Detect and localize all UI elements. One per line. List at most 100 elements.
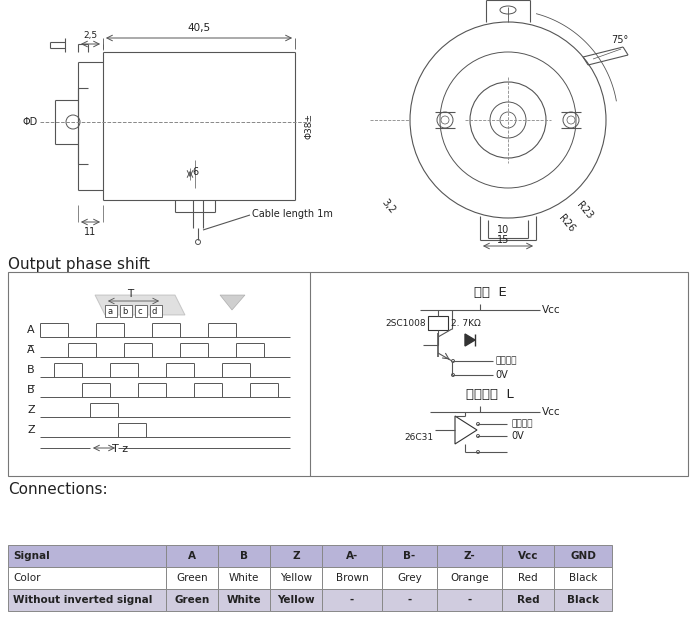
Text: Vcc: Vcc: [542, 305, 560, 315]
Bar: [218, 567, 270, 589]
Text: B: B: [240, 551, 248, 561]
Bar: [502, 545, 554, 567]
Text: 输出信号: 输出信号: [511, 420, 532, 428]
Text: 15: 15: [497, 235, 509, 245]
Bar: [554, 589, 612, 611]
Bar: [322, 567, 382, 589]
Text: B̅: B̅: [27, 385, 35, 395]
Text: Yellow: Yellow: [280, 573, 312, 583]
Text: Red: Red: [516, 595, 539, 605]
Polygon shape: [455, 416, 477, 444]
Text: Output phase shift: Output phase shift: [8, 258, 150, 273]
Polygon shape: [465, 334, 475, 346]
Bar: [8, 272, 688, 476]
Text: d: d: [152, 307, 157, 316]
Bar: [554, 567, 612, 589]
Bar: [8, 567, 166, 589]
Text: A̅: A̅: [27, 345, 35, 355]
Bar: [166, 589, 218, 611]
Text: White: White: [227, 595, 261, 605]
Bar: [382, 567, 437, 589]
Text: B: B: [27, 365, 35, 375]
Text: 电压  E: 电压 E: [473, 285, 507, 299]
Text: Signal: Signal: [13, 551, 49, 561]
Bar: [166, 545, 218, 567]
Text: Yellow: Yellow: [277, 595, 315, 605]
Bar: [502, 589, 554, 611]
Text: 75°: 75°: [611, 35, 628, 45]
Text: 3,2: 3,2: [380, 197, 397, 215]
Bar: [382, 589, 437, 611]
Bar: [150, 305, 162, 317]
Bar: [120, 305, 132, 317]
Text: Red: Red: [519, 573, 538, 583]
Text: 2SC1008: 2SC1008: [386, 319, 426, 328]
Text: ΦD: ΦD: [23, 117, 38, 127]
Bar: [270, 545, 322, 567]
Text: 26C31: 26C31: [404, 433, 433, 442]
Text: Vcc: Vcc: [542, 407, 560, 417]
Text: T z: T z: [112, 444, 128, 454]
Text: Black: Black: [567, 595, 599, 605]
Text: -: -: [468, 595, 472, 605]
Text: Green: Green: [176, 573, 208, 583]
Text: Grey: Grey: [397, 573, 422, 583]
Text: Z-: Z-: [464, 551, 475, 561]
Bar: [428, 316, 448, 330]
Text: 11: 11: [84, 227, 96, 237]
Bar: [437, 589, 502, 611]
Text: b: b: [122, 307, 127, 316]
Text: R26: R26: [556, 212, 576, 234]
Text: 长线驱动  L: 长线驱动 L: [466, 389, 514, 401]
Text: -: -: [350, 595, 354, 605]
Bar: [382, 545, 437, 567]
Text: -: -: [407, 595, 411, 605]
Text: Green: Green: [175, 595, 209, 605]
Bar: [270, 589, 322, 611]
Bar: [437, 567, 502, 589]
Bar: [105, 305, 117, 317]
Text: c: c: [137, 307, 141, 316]
Text: GND: GND: [570, 551, 596, 561]
Bar: [166, 567, 218, 589]
Text: Vcc: Vcc: [518, 551, 538, 561]
Polygon shape: [220, 295, 245, 310]
Bar: [322, 589, 382, 611]
Bar: [218, 545, 270, 567]
Text: Orange: Orange: [450, 573, 489, 583]
Text: Color: Color: [13, 573, 40, 583]
Bar: [135, 305, 147, 317]
Text: T: T: [127, 289, 133, 299]
Text: 10: 10: [497, 225, 509, 235]
Bar: [322, 545, 382, 567]
Text: 0V: 0V: [495, 370, 508, 380]
Text: B-: B-: [404, 551, 416, 561]
Bar: [554, 545, 612, 567]
Text: 2,5: 2,5: [83, 31, 97, 40]
Text: Z: Z: [27, 405, 35, 415]
Text: Z: Z: [292, 551, 300, 561]
Text: R23: R23: [574, 200, 594, 220]
Text: A-: A-: [346, 551, 358, 561]
Text: 输出信号: 输出信号: [495, 357, 516, 365]
Bar: [502, 567, 554, 589]
Text: 40,5: 40,5: [187, 23, 211, 33]
Text: 0V: 0V: [511, 431, 524, 441]
Text: Brown: Brown: [335, 573, 368, 583]
Text: Z̅: Z̅: [27, 425, 35, 435]
Text: Φ38±: Φ38±: [305, 113, 314, 139]
Text: 6: 6: [192, 167, 198, 177]
Bar: [270, 567, 322, 589]
Text: White: White: [229, 573, 259, 583]
Text: A: A: [27, 325, 35, 335]
Bar: [8, 589, 166, 611]
Bar: [437, 545, 502, 567]
Text: A: A: [188, 551, 196, 561]
Text: Without inverted signal: Without inverted signal: [13, 595, 152, 605]
Text: Black: Black: [569, 573, 597, 583]
Bar: [218, 589, 270, 611]
Text: Cable length 1m: Cable length 1m: [252, 209, 333, 219]
Text: a: a: [107, 307, 112, 316]
Bar: [8, 545, 166, 567]
Text: Connections:: Connections:: [8, 483, 108, 498]
